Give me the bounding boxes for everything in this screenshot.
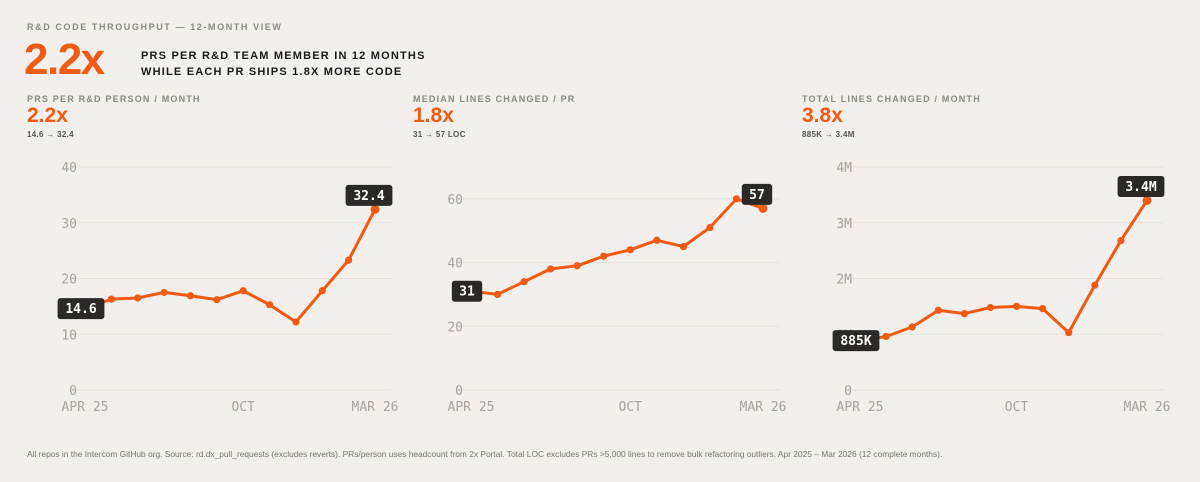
- data-point: [986, 303, 995, 312]
- data-point: [493, 290, 502, 299]
- y-tick-label: 4M: [836, 161, 852, 176]
- panel-stat: 3.8x: [802, 104, 843, 127]
- y-tick-label: 30: [61, 217, 77, 232]
- end-value-label-bg: [741, 183, 773, 205]
- panel-subtitle: 14.6 → 32.4: [27, 130, 74, 139]
- panel-median-lines: MEDIAN LINES CHANGED / PR 1.8x 31 → 57 L…: [413, 94, 793, 424]
- data-point: [160, 288, 168, 297]
- x-tick-label: OCT: [1005, 400, 1029, 415]
- hero-line-2: WHILE EACH PR SHIPS 1.8X MORE CODE: [141, 66, 403, 78]
- start-value-label-bg: [451, 280, 483, 302]
- data-point: [626, 246, 634, 254]
- chart-prs-per-person: 0 10 20 30 40 APR 25 OCT MAR 26 14.6 32.4: [57, 161, 399, 415]
- data-point: [134, 294, 142, 302]
- data-point: [573, 262, 581, 270]
- data-point: [758, 203, 768, 213]
- panel-total-lines: TOTAL LINES CHANGED / MONTH 3.8x 885K → …: [802, 94, 1182, 424]
- panel-title: PRS PER R&D PERSON / MONTH: [27, 94, 201, 104]
- data-point: [679, 243, 687, 251]
- y-tick-label: 0: [844, 384, 852, 399]
- data-point: [1039, 305, 1047, 313]
- start-value-label-text: 885K: [840, 334, 871, 349]
- data-point: [1091, 281, 1099, 289]
- panel-subtitle: 31 → 57 LOC: [413, 130, 466, 139]
- end-value-label: 32.4: [345, 184, 393, 206]
- data-point: [107, 295, 115, 303]
- start-value-label: 31: [451, 280, 483, 302]
- start-value-label: 14.6: [57, 298, 105, 320]
- data-point: [908, 323, 916, 331]
- y-tick-label: 0: [69, 384, 77, 399]
- data-point: [292, 318, 300, 326]
- end-value-label-text: 3.4M: [1125, 180, 1156, 195]
- series-line: [83, 207, 377, 324]
- y-tick-label: 20: [447, 320, 463, 335]
- start-value-label-bg: [57, 298, 105, 320]
- y-tick-label: 20: [61, 273, 77, 288]
- start-value-label-bg: [832, 330, 880, 352]
- y-tick-label: 0: [455, 384, 463, 399]
- start-value-label-text: 14.6: [65, 302, 96, 317]
- x-tick-label: MAR 26: [740, 400, 787, 415]
- panel-stat: 2.2x: [27, 104, 68, 127]
- y-tick-label: 40: [61, 161, 77, 176]
- x-tick-label: APR 25: [837, 400, 884, 415]
- footer-note: All repos in the Intercom GitHub org. So…: [27, 449, 943, 459]
- end-value-label-text: 32.4: [353, 189, 384, 204]
- data-point: [600, 252, 608, 260]
- data-point: [345, 256, 353, 264]
- end-value-label: 57: [741, 183, 773, 205]
- series-line: [858, 198, 1149, 343]
- data-point: [370, 204, 380, 214]
- hero-text: PRS PER R&D TEAM MEMBER IN 12 MONTHS WHI…: [141, 48, 426, 80]
- data-point: [882, 332, 890, 341]
- data-point: [1117, 236, 1125, 245]
- data-point: [213, 296, 221, 304]
- y-tick-label: 60: [447, 193, 463, 208]
- data-point: [1142, 195, 1152, 205]
- data-point: [934, 306, 942, 314]
- start-value-label-text: 31: [459, 285, 475, 300]
- series-line: [469, 197, 765, 296]
- chart-median-lines: 0 20 40 60 APR 25 OCT MAR 26 31 57: [447, 183, 787, 415]
- data-point: [265, 301, 274, 309]
- panel-subtitle: 885K → 3.4M: [802, 130, 855, 139]
- data-point: [520, 278, 528, 286]
- data-point: [547, 265, 555, 273]
- x-tick-label: OCT: [231, 400, 255, 415]
- y-tick-label: 10: [61, 328, 77, 343]
- x-tick-label: MAR 26: [1124, 400, 1171, 415]
- page-kicker: R&D CODE THROUGHPUT — 12-MONTH VIEW: [27, 22, 283, 32]
- data-point: [706, 223, 714, 232]
- end-value-label-bg: [345, 184, 393, 206]
- hero-number: 2.2x: [24, 35, 105, 84]
- start-value-label: 885K: [832, 330, 880, 352]
- data-point: [239, 287, 247, 295]
- data-point: [732, 195, 741, 203]
- panel-title: TOTAL LINES CHANGED / MONTH: [802, 94, 981, 104]
- data-point: [1012, 302, 1021, 310]
- data-point: [186, 292, 195, 300]
- y-tick-label: 3M: [836, 217, 852, 232]
- end-value-label: 3.4M: [1117, 175, 1165, 197]
- x-tick-label: APR 25: [448, 400, 495, 415]
- hero-line-1: PRS PER R&D TEAM MEMBER IN 12 MONTHS: [141, 50, 426, 62]
- panel-title: MEDIAN LINES CHANGED / PR: [413, 94, 576, 104]
- data-point: [318, 287, 326, 295]
- data-point: [1065, 328, 1073, 337]
- x-tick-label: MAR 26: [352, 400, 399, 415]
- x-tick-label: OCT: [619, 400, 643, 415]
- y-tick-label: 2M: [836, 273, 852, 288]
- y-tick-label: 40: [447, 257, 463, 272]
- data-point: [653, 236, 661, 244]
- end-value-label-bg: [1117, 175, 1165, 197]
- x-tick-label: APR 25: [62, 400, 109, 415]
- data-point: [960, 310, 968, 318]
- panel-prs-per-person: PRS PER R&D PERSON / MONTH 2.2x 14.6 → 3…: [27, 94, 407, 424]
- end-value-label-text: 57: [749, 188, 765, 203]
- panel-stat: 1.8x: [413, 104, 454, 127]
